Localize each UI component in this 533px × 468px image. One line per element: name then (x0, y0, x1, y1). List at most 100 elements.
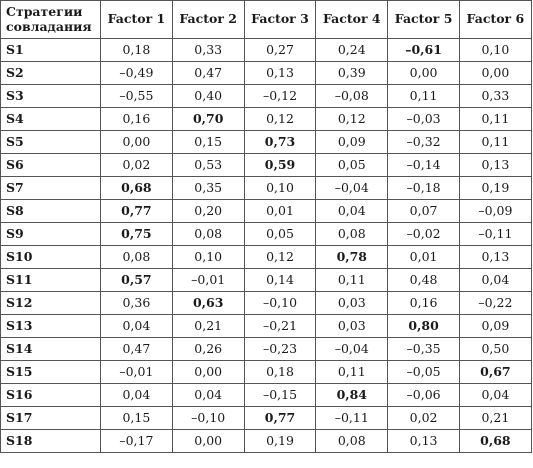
loading-cell: –0,14 (387, 153, 460, 177)
loading-cell: 0,11 (458, 130, 532, 154)
loading-cell: –0,17 (100, 429, 173, 453)
loading-cell: –0,21 (243, 314, 317, 338)
loading-cell: 0,15 (171, 130, 245, 154)
loading-cell: 0,04 (100, 314, 173, 338)
row-label: S6 (0, 153, 101, 177)
loading-cell: –0,04 (315, 337, 389, 361)
loading-cell: –0,04 (315, 176, 389, 200)
header-strategy-line1: Стратегии (6, 4, 83, 20)
loading-cell: 0,70 (171, 107, 245, 131)
loading-cell: 0,84 (315, 383, 389, 407)
loading-cell: 0,77 (100, 199, 173, 223)
loading-cell: 0,80 (387, 314, 460, 338)
loading-cell: 0,08 (171, 222, 245, 246)
loading-cell: 0,68 (100, 176, 173, 200)
loading-cell: 0,14 (243, 268, 317, 292)
loading-cell: 0,11 (315, 360, 389, 384)
loading-cell: 0,78 (315, 245, 389, 269)
table-row: S11 0,57 –0,01 0,14 0,11 0,48 0,04 (0, 268, 532, 292)
loading-cell: 0,35 (171, 176, 245, 200)
loading-cell: –0,32 (387, 130, 460, 154)
row-label: S8 (0, 199, 101, 223)
loading-cell: 0,09 (458, 314, 532, 338)
loading-cell: 0,36 (100, 291, 173, 315)
loading-cell: –0,11 (315, 406, 389, 430)
loading-cell: –0,15 (243, 383, 317, 407)
table-row: S7 0,68 0,35 0,10 –0,04 –0,18 0,19 (0, 176, 532, 200)
table-row: S13 0,04 0,21 –0,21 0,03 0,80 0,09 (0, 314, 532, 338)
header-factor-5: Factor 5 (387, 0, 460, 39)
loading-cell: –0,09 (458, 199, 532, 223)
table-row: S1 0,18 0,33 0,27 0,24 –0,61 0,10 (0, 38, 532, 62)
loading-cell: 0,77 (243, 406, 317, 430)
header-factor-2: Factor 2 (171, 0, 245, 39)
table-row: S15 –0,01 0,00 0,18 0,11 –0,05 0,67 (0, 360, 532, 384)
row-label: S5 (0, 130, 101, 154)
loading-cell: 0,21 (171, 314, 245, 338)
loading-cell: 0,04 (458, 383, 532, 407)
loading-cell: 0,00 (100, 130, 173, 154)
loading-cell: 0,47 (100, 337, 173, 361)
loading-cell: –0,12 (243, 84, 317, 108)
loading-cell: –0,49 (100, 61, 173, 85)
loading-cell: –0,23 (243, 337, 317, 361)
loading-cell: 0,03 (315, 314, 389, 338)
loading-cell: 0,24 (315, 38, 389, 62)
header-factor-4: Factor 4 (315, 0, 389, 39)
loading-cell: 0,21 (458, 406, 532, 430)
loading-cell: 0,18 (100, 38, 173, 62)
loading-cell: 0,10 (243, 176, 317, 200)
loading-cell: 0,00 (171, 429, 245, 453)
loading-cell: –0,05 (387, 360, 460, 384)
loading-cell: 0,50 (458, 337, 532, 361)
row-label: S2 (0, 61, 101, 85)
loading-cell: –0,10 (171, 406, 245, 430)
table-row: S9 0,75 0,08 0,05 0,08 –0,02 –0,11 (0, 222, 532, 246)
loading-cell: –0,02 (387, 222, 460, 246)
loading-cell: –0,08 (315, 84, 389, 108)
row-label: S7 (0, 176, 101, 200)
loading-cell: 0,26 (171, 337, 245, 361)
loading-cell: 0,02 (387, 406, 460, 430)
table-row: S18 –0,17 0,00 0,19 0,08 0,13 0,68 (0, 429, 532, 453)
loading-cell: 0,48 (387, 268, 460, 292)
loading-cell: 0,40 (171, 84, 245, 108)
loading-cell: 0,33 (171, 38, 245, 62)
row-label: S3 (0, 84, 101, 108)
loading-cell: 0,00 (387, 61, 460, 85)
loading-cell: 0,57 (100, 268, 173, 292)
loading-cell: 0,12 (243, 107, 317, 131)
loading-cell: 0,39 (315, 61, 389, 85)
loading-cell: 0,19 (243, 429, 317, 453)
header-factor-3: Factor 3 (243, 0, 317, 39)
loading-cell: 0,00 (458, 61, 532, 85)
loading-cell: –0,01 (171, 268, 245, 292)
loading-cell: 0,75 (100, 222, 173, 246)
loading-cell: 0,00 (171, 360, 245, 384)
row-label: S9 (0, 222, 101, 246)
row-label: S18 (0, 429, 101, 453)
row-label: S17 (0, 406, 101, 430)
table-row: S14 0,47 0,26 –0,23 –0,04 –0,35 0,50 (0, 337, 532, 361)
loading-cell: 0,02 (100, 153, 173, 177)
loading-cell: –0,11 (458, 222, 532, 246)
loading-cell: 0,59 (243, 153, 317, 177)
loading-cell: –0,35 (387, 337, 460, 361)
row-label: S4 (0, 107, 101, 131)
row-label: S13 (0, 314, 101, 338)
row-label: S14 (0, 337, 101, 361)
loading-cell: –0,55 (100, 84, 173, 108)
loading-cell: 0,10 (458, 38, 532, 62)
loading-cell: –0,03 (387, 107, 460, 131)
loading-cell: 0,11 (458, 107, 532, 131)
loading-cell: 0,09 (315, 130, 389, 154)
loading-cell: 0,20 (171, 199, 245, 223)
loading-cell: 0,13 (243, 61, 317, 85)
loading-cell: 0,12 (315, 107, 389, 131)
loading-cell: 0,63 (171, 291, 245, 315)
loading-cell: 0,11 (315, 268, 389, 292)
loading-cell: 0,12 (243, 245, 317, 269)
header-strategy: Стратегии совладания (0, 0, 101, 39)
row-label: S15 (0, 360, 101, 384)
loading-cell: 0,04 (171, 383, 245, 407)
